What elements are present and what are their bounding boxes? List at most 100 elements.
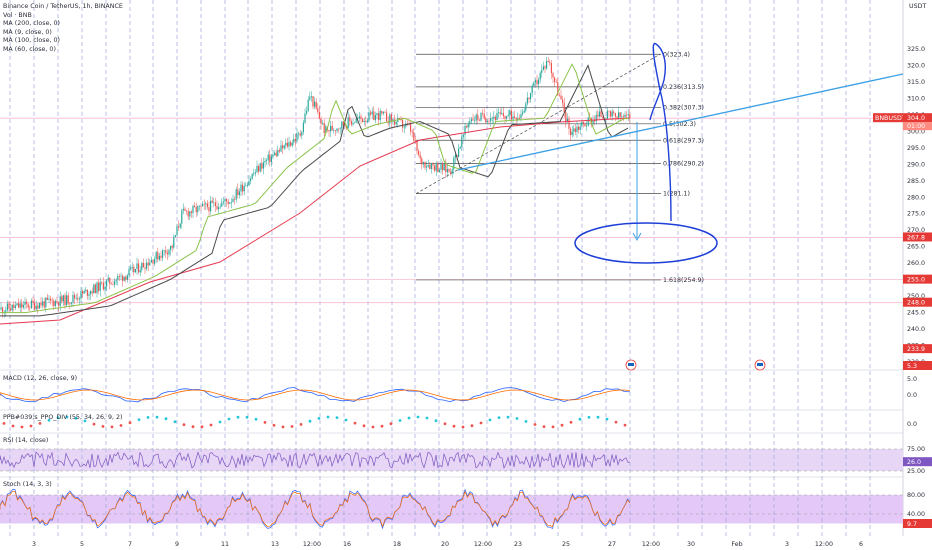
- candle-body: [267, 154, 269, 160]
- ppo-dot: [209, 423, 213, 427]
- candle-body: [283, 145, 285, 149]
- price-tick-label: 300.0: [907, 128, 925, 135]
- candle-body: [282, 145, 284, 149]
- stoch-tick-label: 40.00: [907, 511, 925, 518]
- price-tick-label: 285.0: [907, 178, 925, 185]
- ppo-dot: [245, 415, 249, 419]
- time-tick-label: 13: [271, 541, 279, 548]
- candle-body: [446, 169, 448, 173]
- stoch-k-line: [0, 488, 631, 530]
- time-tick-label: 12:00: [474, 541, 492, 548]
- candle-body: [538, 79, 540, 85]
- ppo-dot: [524, 420, 528, 423]
- ppo-dot: [74, 416, 78, 420]
- ppo-dot: [56, 416, 60, 420]
- ppo-dot: [290, 425, 294, 428]
- projection-arrowhead: [632, 232, 642, 242]
- candle-body: [496, 112, 498, 120]
- ppo-dot: [182, 423, 186, 427]
- candle-body: [98, 282, 100, 291]
- time-tick-label: 9: [175, 541, 179, 548]
- candle-body: [91, 291, 93, 294]
- time-tick-label: 12:00: [303, 541, 321, 548]
- candle-body: [448, 169, 450, 172]
- time-tick-label: 27: [608, 541, 616, 548]
- ppo-dot: [20, 425, 24, 429]
- candle-body: [230, 201, 232, 203]
- candle-body: [619, 112, 621, 117]
- candle-body: [459, 146, 461, 149]
- ppo-dot: [407, 416, 411, 420]
- ppo-dot: [542, 425, 546, 428]
- chart-legend: Binance Coin / TetherUS, 1h, BINANCE Vol…: [3, 3, 123, 55]
- time-tick-label: 6: [859, 541, 863, 548]
- price-badge-countdown-label: 01:00: [907, 123, 925, 130]
- candle-body: [66, 295, 68, 306]
- ppo-dot: [173, 420, 177, 424]
- candle-body: [184, 208, 186, 211]
- candle-body: [53, 300, 55, 307]
- candle-body: [616, 116, 618, 118]
- candle-body: [165, 250, 167, 253]
- candle-body: [309, 96, 311, 100]
- candle-body: [130, 268, 132, 270]
- candle-body: [238, 191, 240, 196]
- candle-body: [248, 181, 250, 186]
- candle-body: [517, 118, 519, 121]
- fib-level-label: 0.5(302.3): [663, 121, 696, 128]
- candle-body: [264, 160, 266, 163]
- ma200-line: [0, 117, 631, 325]
- candle-body: [35, 305, 37, 310]
- candle-body: [46, 297, 48, 300]
- candle-body: [560, 95, 562, 100]
- candle-body: [162, 250, 164, 258]
- candle-body: [482, 113, 484, 114]
- candle-body: [253, 173, 255, 175]
- candle-body: [29, 307, 31, 309]
- candle-body: [530, 93, 532, 100]
- candle-body: [266, 159, 268, 161]
- candle-body: [259, 163, 261, 172]
- candle-body: [413, 132, 415, 141]
- candle-body: [587, 117, 589, 126]
- candle-body: [61, 296, 63, 302]
- candle-body: [336, 128, 338, 131]
- candle-body: [584, 123, 586, 127]
- candle-body: [462, 134, 464, 137]
- candle-body: [307, 99, 309, 111]
- candle-body: [478, 119, 480, 121]
- rsi-tick-label: 75.00: [907, 446, 925, 453]
- candle-body: [376, 113, 378, 116]
- candle-body: [154, 259, 156, 264]
- fib-level-label: 1.618(254.9): [663, 277, 704, 284]
- candle-body: [166, 252, 168, 255]
- ppo-dot: [560, 423, 564, 427]
- candle-body: [394, 119, 396, 125]
- candle-body: [14, 305, 16, 308]
- candle-body: [226, 199, 228, 202]
- price-badge: [903, 232, 932, 242]
- candle-body: [426, 166, 428, 168]
- candle-body: [5, 310, 7, 312]
- candle-body: [42, 301, 44, 306]
- candle-body: [398, 118, 400, 119]
- ppo-dot: [461, 425, 465, 429]
- ppo-dot: [218, 420, 222, 424]
- candle-body: [56, 301, 58, 303]
- ppo-dot: [389, 422, 393, 426]
- candle-body: [466, 126, 468, 128]
- candle-body: [312, 96, 314, 107]
- candle-body: [30, 300, 32, 309]
- candle-body: [242, 184, 244, 192]
- candle-body: [350, 121, 352, 125]
- fib-level-label: 1(281.1): [663, 191, 690, 198]
- candle-body: [78, 298, 80, 300]
- price-tick-label: 270.0: [907, 227, 925, 234]
- candle-body: [421, 158, 423, 165]
- candle-body: [310, 96, 312, 97]
- ppo-dot: [2, 422, 6, 425]
- candle-body: [515, 118, 517, 121]
- candle-body: [629, 114, 631, 119]
- target-zone-circle: [574, 222, 718, 264]
